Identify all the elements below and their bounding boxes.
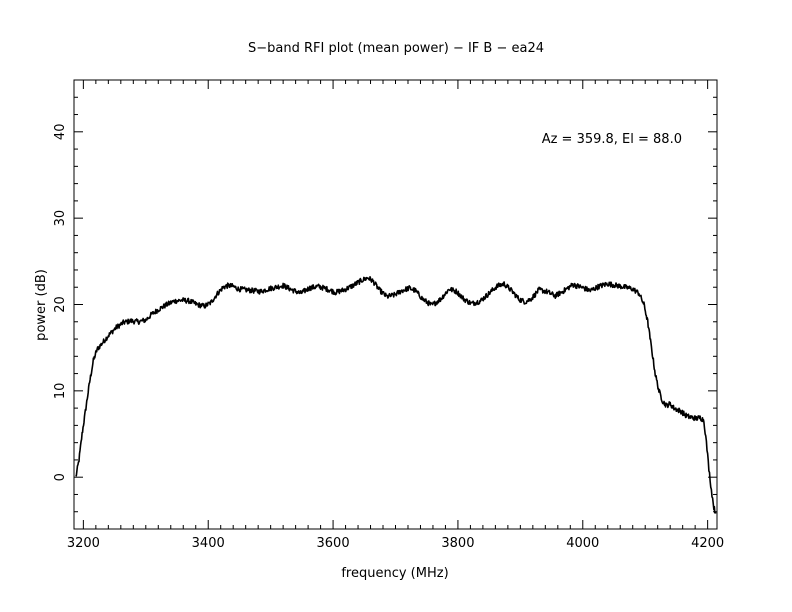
- chart-title: S−band RFI plot (mean power) − IF B − ea…: [248, 41, 544, 56]
- x-axis-label: frequency (MHz): [341, 566, 448, 581]
- x-axis-ticks: 3200 3400 3600 3800 4000 4200: [67, 80, 724, 551]
- x-tick-label: 3600: [317, 536, 350, 551]
- y-tick-label: 20: [53, 296, 68, 313]
- x-tick-label: 4000: [566, 536, 599, 551]
- series-group: [75, 276, 717, 514]
- x-minor-ticks: [95, 80, 696, 529]
- x-tick-label: 3400: [192, 536, 225, 551]
- x-tick-label: 4200: [691, 536, 724, 551]
- y-axis-label: power (dB): [34, 269, 49, 341]
- az-el-annotation: Az = 359.8, El = 88.0: [542, 132, 682, 147]
- x-tick-label: 3200: [67, 536, 100, 551]
- y-tick-label: 10: [53, 383, 68, 400]
- y-tick-label: 30: [53, 210, 68, 227]
- x-tick-label: 3800: [441, 536, 474, 551]
- series-line: [75, 276, 717, 514]
- y-tick-label: 40: [53, 124, 68, 141]
- y-axis-ticks: 0 10 20 30 40: [53, 124, 717, 481]
- y-tick-label: 0: [53, 473, 68, 481]
